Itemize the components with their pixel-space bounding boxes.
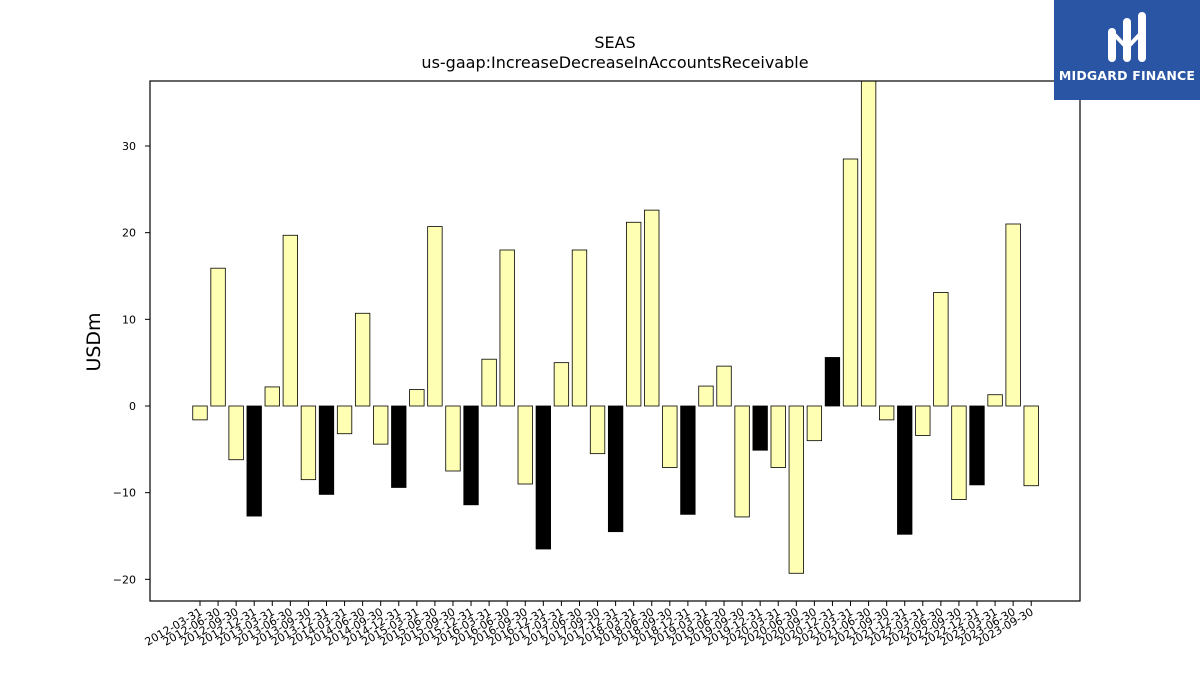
bar-2023-09-30 [1023,405,1039,487]
bar-2021-06-30 [860,80,877,407]
bar-2015-12-31 [463,405,479,506]
bar-2021-09-30 [879,405,895,421]
bar-2020-12-31 [824,357,841,407]
bar-2023-06-30 [1005,223,1021,407]
bar-2020-06-30 [788,405,804,574]
bar-2012-06-30 [210,267,226,407]
bar-2013-06-30 [282,234,299,407]
bar-2019-06-30 [716,365,732,407]
bars-group [192,80,1039,574]
bar-2017-09-30 [589,405,606,455]
bar-2016-06-30 [499,249,515,407]
y-tick-label: −20 [113,573,136,586]
bar-2014-12-31 [391,405,407,488]
bar-2020-03-31 [770,405,786,468]
logo-mark-icon [1108,12,1146,62]
bar-2021-03-31 [842,158,859,407]
bar-2016-09-30 [517,405,533,485]
bar-2012-12-31 [246,405,262,517]
bar-2016-03-31 [481,358,497,407]
bar-2015-06-30 [427,226,443,407]
y-tick-label: −10 [113,487,136,500]
y-tick-label: 20 [122,227,136,240]
bar-2022-09-30 [951,405,967,500]
bar-2019-09-30 [734,405,750,518]
bar-2018-06-30 [644,209,660,407]
bar-2019-12-31 [752,405,768,451]
bar-2013-09-30 [300,405,317,481]
y-axis-ticks: −20 −10 0 10 20 30 [113,140,150,586]
bar-2022-06-30 [933,292,949,407]
bar-2023-03-31 [987,394,1003,407]
y-tick-label: 30 [122,140,136,153]
bar-2020-09-30 [806,405,823,442]
bar-2018-12-31 [680,405,696,515]
bar-2014-03-31 [336,405,353,435]
bar-2021-12-31 [897,405,913,535]
bar-2017-03-31 [553,362,570,407]
bar-2015-03-31 [409,389,425,407]
bar-2022-03-31 [915,405,931,436]
logo-text: MIDGARD FINANCE [1058,68,1196,83]
bar-2017-06-30 [571,249,588,407]
y-tick-label: 0 [129,400,136,413]
bar-2014-09-30 [373,405,389,445]
bar-2019-03-31 [698,385,714,407]
bar-2015-09-30 [445,405,461,472]
bar-2016-12-31 [535,405,551,550]
bar-2018-03-31 [626,221,642,407]
bar-2014-06-30 [354,312,371,407]
chart-title: SEAS [594,33,635,52]
midgard-finance-logo: MIDGARD FINANCE [1054,0,1200,100]
chart-subtitle: us-gaap:IncreaseDecreaseInAccountsReceiv… [421,53,808,72]
bar-2017-12-31 [607,405,624,533]
bar-2013-12-31 [318,405,335,495]
bar-2018-09-30 [662,405,678,468]
plot-frame [149,80,1081,602]
bar-2012-09-30 [228,405,244,461]
y-tick-label: 10 [122,313,136,326]
y-axis-label: USDm [83,312,105,371]
bar-2022-12-31 [969,405,985,486]
x-axis-ticks: 2012-03-312012-06-302012-09-302012-12-31… [143,601,1036,649]
bar-2013-03-31 [264,386,280,407]
bar-2012-03-31 [192,405,208,421]
